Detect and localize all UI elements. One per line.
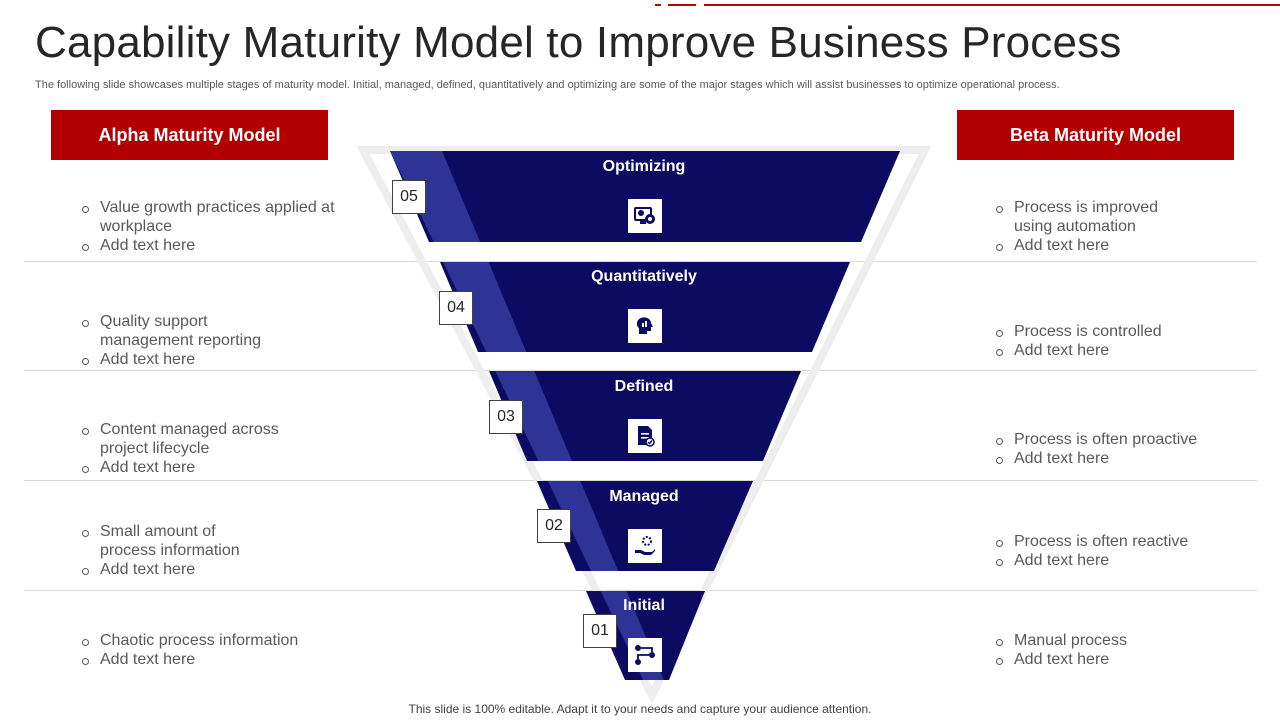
list-item: Add text here: [995, 449, 1255, 468]
list-item: Process is often reactive: [995, 532, 1255, 551]
stage-number-02: 02: [537, 509, 571, 543]
row-divider: [24, 261, 1257, 262]
stage-number-03: 03: [489, 400, 523, 434]
top-accent-bar: [655, 4, 661, 6]
list-item: Content managed across project lifecycle: [81, 420, 311, 458]
beta-list: Process is improved using automation Add…: [995, 198, 1170, 255]
list-item: Add text here: [995, 650, 1255, 669]
alpha-list: Quality support management reporting Add…: [81, 312, 281, 369]
top-accent-bar: [704, 4, 1280, 6]
list-item: Add text here: [995, 236, 1170, 255]
footer-note: This slide is 100% editable. Adapt it to…: [408, 702, 872, 716]
row-divider: [24, 480, 1257, 481]
list-item: Value growth practices applied at workpl…: [81, 198, 341, 236]
stage-number-05: 05: [392, 180, 426, 214]
stage-number-01: 01: [583, 614, 617, 648]
beta-list: Process is often reactive Add text here: [995, 532, 1255, 570]
stage-band-quantitatively: [440, 262, 850, 352]
stage-label-defined: Defined: [614, 378, 674, 395]
beta-model-header: Beta Maturity Model: [957, 110, 1234, 160]
row-divider: [24, 370, 1257, 371]
list-item: Process is often proactive: [995, 430, 1255, 449]
stage-label-optimizing: Optimizing: [602, 158, 686, 175]
beta-list: Process is controlled Add text here: [995, 322, 1255, 360]
funnel-highlight-stripe: [390, 151, 668, 680]
document-check-icon: [628, 419, 662, 453]
gears-monitor-icon: [628, 199, 662, 233]
stage-number-04: 04: [439, 291, 473, 325]
page-title: Capability Maturity Model to Improve Bus…: [35, 18, 1122, 67]
list-item: Add text here: [81, 350, 281, 369]
alpha-list: Value growth practices applied at workpl…: [81, 198, 341, 255]
analytics-head-icon: [628, 309, 662, 343]
list-item: Add text here: [81, 236, 341, 255]
alpha-list: Content managed across project lifecycle…: [81, 420, 311, 477]
stage-band-optimizing: [390, 151, 900, 242]
list-item: Add text here: [995, 341, 1255, 360]
list-item: Add text here: [995, 551, 1255, 570]
list-item: Add text here: [81, 650, 341, 669]
list-item: Quality support management reporting: [81, 312, 281, 350]
row-divider: [24, 590, 1257, 591]
list-item: Add text here: [81, 458, 311, 477]
list-item: Add text here: [81, 560, 256, 579]
beta-list: Process is often proactive Add text here: [995, 430, 1255, 468]
beta-list: Manual process Add text here: [995, 631, 1255, 669]
process-flow-icon: [628, 638, 662, 672]
list-item: Small amount of process information: [81, 522, 256, 560]
alpha-list: Small amount of process information Add …: [81, 522, 256, 579]
list-item: Process is improved using automation: [995, 198, 1170, 236]
alpha-list: Chaotic process information Add text her…: [81, 631, 341, 669]
stage-label-managed: Managed: [609, 488, 679, 505]
stage-band-defined: [489, 371, 801, 461]
page-subtitle: The following slide showcases multiple s…: [35, 79, 1060, 91]
alpha-model-header: Alpha Maturity Model: [51, 110, 328, 160]
list-item: Process is controlled: [995, 322, 1255, 341]
stage-label-quantitatively: Quantitatively: [591, 268, 697, 285]
hand-gear-icon: [628, 529, 662, 563]
stage-label-initial: Initial: [623, 597, 665, 614]
list-item: Manual process: [995, 631, 1255, 650]
top-accent-bar: [668, 4, 696, 6]
list-item: Chaotic process information: [81, 631, 341, 650]
